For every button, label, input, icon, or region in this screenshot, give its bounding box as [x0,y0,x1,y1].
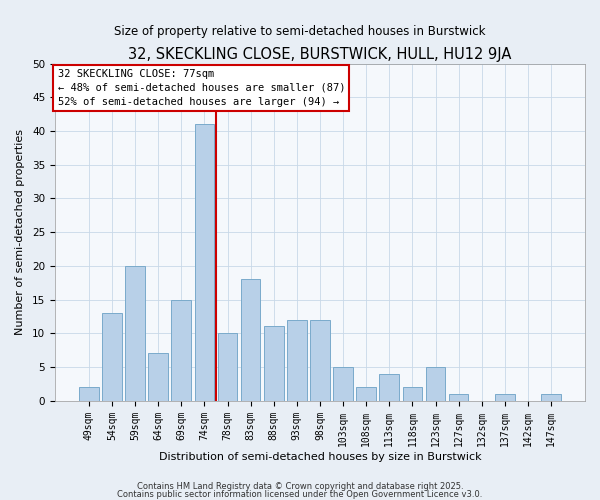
Bar [218,333,238,400]
Bar [310,320,330,400]
Bar [172,300,191,400]
Title: 32, SKECKLING CLOSE, BURSTWICK, HULL, HU12 9JA: 32, SKECKLING CLOSE, BURSTWICK, HULL, HU… [128,48,512,62]
Bar [379,374,399,400]
Bar [425,367,445,400]
Y-axis label: Number of semi-detached properties: Number of semi-detached properties [15,129,25,335]
Bar [79,387,98,400]
Bar [102,313,122,400]
Bar [148,354,168,401]
Text: Contains public sector information licensed under the Open Government Licence v3: Contains public sector information licen… [118,490,482,499]
Bar [541,394,561,400]
Text: Contains HM Land Registry data © Crown copyright and database right 2025.: Contains HM Land Registry data © Crown c… [137,482,463,491]
Bar [241,280,260,400]
Bar [194,124,214,400]
Text: Size of property relative to semi-detached houses in Burstwick: Size of property relative to semi-detach… [114,24,486,38]
Bar [287,320,307,400]
Bar [356,387,376,400]
Bar [125,266,145,400]
X-axis label: Distribution of semi-detached houses by size in Burstwick: Distribution of semi-detached houses by … [158,452,481,462]
Bar [264,326,284,400]
Bar [403,387,422,400]
Bar [333,367,353,400]
Text: 32 SKECKLING CLOSE: 77sqm
← 48% of semi-detached houses are smaller (87)
52% of : 32 SKECKLING CLOSE: 77sqm ← 48% of semi-… [58,68,345,106]
Bar [449,394,469,400]
Bar [495,394,515,400]
